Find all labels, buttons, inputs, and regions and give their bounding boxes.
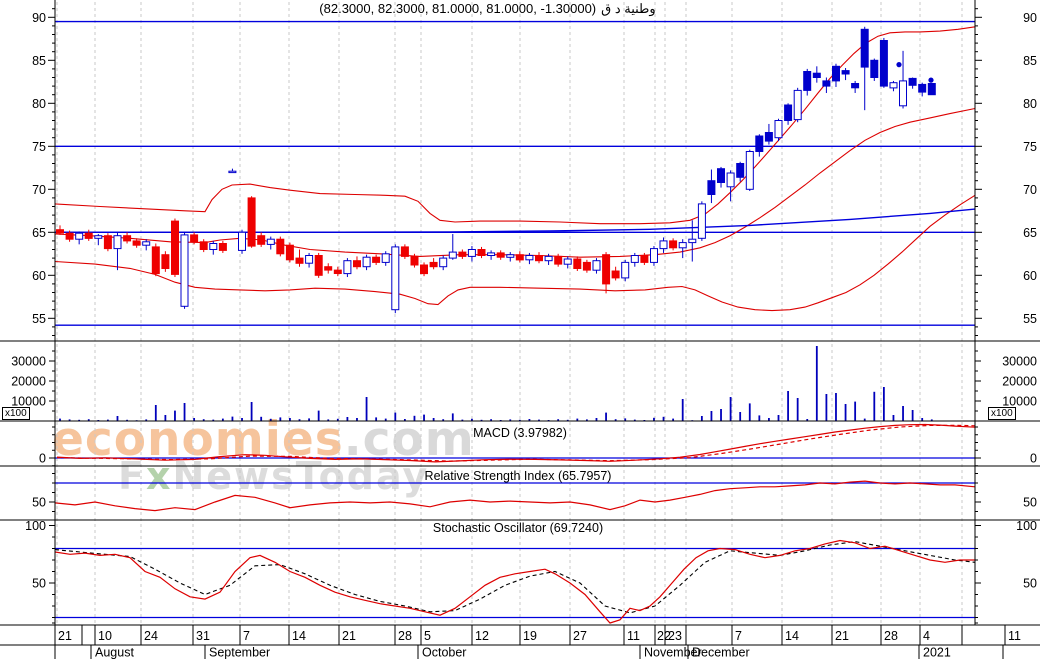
svg-text:10000: 10000: [11, 395, 46, 409]
svg-text:70: 70: [32, 183, 46, 197]
chart-title-values: (82.3000, 82.3000, 81.0000, 81.0000, -1.…: [319, 1, 597, 16]
svg-text:60: 60: [1023, 269, 1037, 283]
svg-text:31: 31: [196, 629, 210, 643]
svg-text:11: 11: [1008, 629, 1021, 643]
svg-text:19: 19: [523, 629, 537, 643]
svg-text:22: 22: [657, 629, 671, 643]
svg-text:55: 55: [32, 312, 46, 326]
volume-multiplier-left: x100: [2, 407, 30, 420]
svg-text:21: 21: [58, 629, 72, 643]
svg-text:55: 55: [1023, 312, 1037, 326]
svg-text:24: 24: [144, 629, 158, 643]
svg-text:70: 70: [1023, 183, 1037, 197]
svg-text:5: 5: [424, 629, 431, 643]
chart-title: (82.3000, 82.3000, 81.0000, 81.0000, -1.…: [0, 1, 975, 17]
svg-text:28: 28: [884, 629, 898, 643]
svg-text:December: December: [692, 646, 750, 659]
watermark-tagline-x: x: [145, 454, 173, 498]
svg-text:September: September: [209, 646, 270, 659]
macd-panel-label: MACD (3.97982): [473, 426, 567, 440]
svg-text:90: 90: [32, 11, 46, 25]
svg-text:7: 7: [735, 629, 742, 643]
rsi-panel-label: Relative Strength Index (65.7957): [424, 469, 612, 483]
svg-text:4: 4: [923, 629, 930, 643]
svg-text:60: 60: [32, 269, 46, 283]
svg-text:65: 65: [32, 226, 46, 240]
svg-text:2021: 2021: [923, 646, 951, 659]
svg-text:80: 80: [32, 97, 46, 111]
svg-text:11: 11: [627, 629, 640, 643]
svg-text:80: 80: [1023, 97, 1037, 111]
svg-text:50: 50: [1023, 577, 1037, 591]
svg-text:October: October: [422, 646, 466, 659]
volume-multiplier-right: x100: [988, 407, 1016, 420]
svg-text:14: 14: [292, 629, 306, 643]
svg-text:21: 21: [342, 629, 356, 643]
svg-text:100: 100: [25, 519, 46, 533]
svg-text:30000: 30000: [11, 355, 46, 369]
svg-text:85: 85: [1023, 54, 1037, 68]
watermark-fxnewstoday: FxNewsToday: [118, 454, 429, 498]
svg-text:20000: 20000: [1002, 375, 1037, 389]
svg-text:27: 27: [573, 629, 587, 643]
svg-text:November: November: [644, 646, 702, 659]
svg-text:30000: 30000: [1002, 355, 1037, 369]
watermark-tagline-rest: NewsToday: [172, 454, 430, 498]
svg-text:75: 75: [1023, 140, 1037, 154]
chart-title-symbol: وطنية د ق: [601, 1, 656, 16]
svg-text:75: 75: [32, 140, 46, 154]
svg-text:85: 85: [32, 54, 46, 68]
svg-text:12: 12: [475, 629, 489, 643]
svg-text:0: 0: [39, 452, 46, 466]
watermark-tagline-f: F: [118, 454, 146, 498]
svg-text:100: 100: [1016, 519, 1037, 533]
svg-text:65: 65: [1023, 226, 1037, 240]
svg-text:50: 50: [1023, 496, 1037, 510]
svg-text:10000: 10000: [1002, 395, 1037, 409]
svg-text:0: 0: [1030, 452, 1037, 466]
stochastic-panel-label: Stochastic Oscillator (69.7240): [432, 521, 604, 535]
svg-text:7: 7: [243, 629, 250, 643]
svg-text:21: 21: [835, 629, 849, 643]
svg-text:50: 50: [32, 496, 46, 510]
svg-text:50: 50: [32, 577, 46, 591]
svg-text:20000: 20000: [11, 375, 46, 389]
svg-text:10: 10: [98, 629, 112, 643]
svg-text:August: August: [95, 646, 134, 659]
svg-text:90: 90: [1023, 11, 1037, 25]
svg-text:14: 14: [785, 629, 799, 643]
svg-text:23: 23: [668, 629, 682, 643]
svg-text:28: 28: [398, 629, 412, 643]
